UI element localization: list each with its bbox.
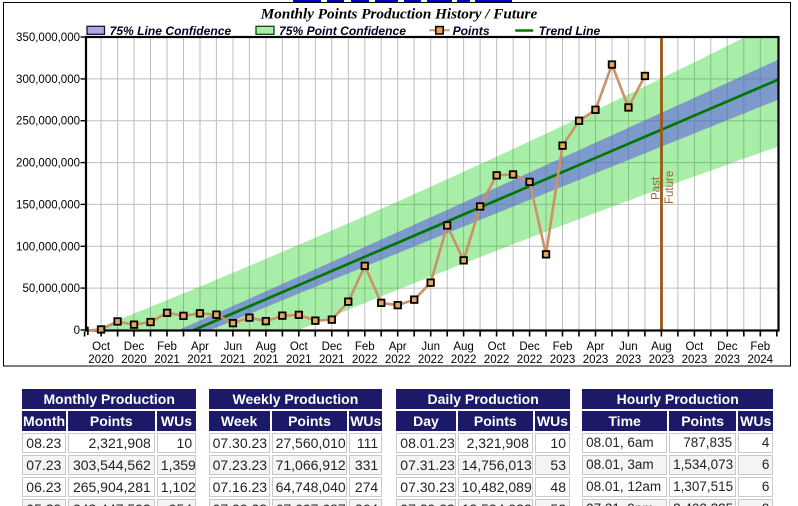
svg-text:Jun: Jun <box>421 341 440 353</box>
svg-text:Apr: Apr <box>587 341 605 353</box>
svg-text:Monthly Points Production Hist: Monthly Points Production History / Futu… <box>260 6 538 23</box>
svg-text:2021: 2021 <box>154 354 180 366</box>
svg-text:Oct: Oct <box>92 341 111 353</box>
svg-text:0: 0 <box>74 325 80 337</box>
svg-text:2023: 2023 <box>616 354 642 366</box>
svg-text:250,000,000: 250,000,000 <box>16 116 80 128</box>
svg-text:2022: 2022 <box>352 354 378 366</box>
svg-text:Past: Past <box>651 176 663 200</box>
svg-text:75% Line Confidence: 75% Line Confidence <box>110 24 232 38</box>
svg-text:2023: 2023 <box>583 354 609 366</box>
svg-text:Oct: Oct <box>290 341 309 353</box>
svg-text:200,000,000: 200,000,000 <box>16 158 80 170</box>
svg-text:300,000,000: 300,000,000 <box>16 74 80 86</box>
svg-text:Oct: Oct <box>685 341 704 353</box>
svg-text:Aug: Aug <box>651 341 671 353</box>
svg-text:100,000,000: 100,000,000 <box>16 241 80 253</box>
svg-text:Feb: Feb <box>157 341 177 353</box>
svg-text:Feb: Feb <box>355 341 375 353</box>
svg-text:Dec: Dec <box>322 341 343 353</box>
svg-text:2022: 2022 <box>418 354 444 366</box>
svg-text:50,000,000: 50,000,000 <box>22 283 80 295</box>
svg-text:Feb: Feb <box>750 341 770 353</box>
svg-text:2021: 2021 <box>286 354 312 366</box>
svg-text:2022: 2022 <box>484 354 510 366</box>
svg-text:2023: 2023 <box>649 354 675 366</box>
svg-text:2021: 2021 <box>253 354 279 366</box>
svg-text:Aug: Aug <box>256 341 276 353</box>
svg-text:Dec: Dec <box>717 341 738 353</box>
svg-text:Oct: Oct <box>488 341 507 353</box>
svg-text:2022: 2022 <box>517 354 543 366</box>
svg-text:Jun: Jun <box>224 341 243 353</box>
svg-text:75% Point Confidence: 75% Point Confidence <box>279 24 406 38</box>
svg-text:2023: 2023 <box>550 354 576 366</box>
svg-text:2021: 2021 <box>187 354 213 366</box>
svg-text:2023: 2023 <box>682 354 708 366</box>
svg-text:Dec: Dec <box>124 341 145 353</box>
svg-text:350,000,000: 350,000,000 <box>16 32 80 44</box>
svg-text:2020: 2020 <box>121 354 147 366</box>
svg-text:Feb: Feb <box>553 341 573 353</box>
svg-text:Future: Future <box>664 171 676 204</box>
svg-text:Trend Line: Trend Line <box>539 24 601 38</box>
svg-text:2021: 2021 <box>220 354 246 366</box>
svg-text:2023: 2023 <box>715 354 741 366</box>
svg-text:Dec: Dec <box>519 341 540 353</box>
svg-text:Aug: Aug <box>453 341 473 353</box>
svg-text:2021: 2021 <box>319 354 345 366</box>
svg-text:Apr: Apr <box>191 341 209 353</box>
svg-text:Jun: Jun <box>619 341 638 353</box>
svg-text:2022: 2022 <box>451 354 477 366</box>
svg-text:2022: 2022 <box>385 354 411 366</box>
svg-text:150,000,000: 150,000,000 <box>16 199 80 211</box>
svg-text:Apr: Apr <box>389 341 407 353</box>
svg-text:2020: 2020 <box>88 354 114 366</box>
svg-text:2024: 2024 <box>748 354 774 366</box>
svg-text:Points: Points <box>453 24 490 38</box>
